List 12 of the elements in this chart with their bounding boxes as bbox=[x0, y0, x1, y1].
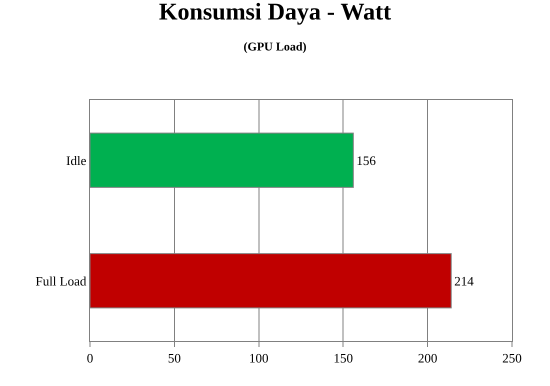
x-tick-label: 50 bbox=[168, 350, 181, 366]
x-tick-label: 250 bbox=[502, 350, 522, 366]
chart-subtitle: (GPU Load) bbox=[244, 40, 307, 54]
x-tick-label: 150 bbox=[333, 350, 353, 366]
y-tick-label: Idle bbox=[66, 152, 87, 168]
data-label: 214 bbox=[454, 273, 474, 288]
x-tick-label: 0 bbox=[86, 350, 94, 366]
x-tick-label: 100 bbox=[249, 350, 269, 366]
chart-title: Konsumsi Daya - Watt bbox=[158, 0, 392, 26]
data-label: 156 bbox=[356, 152, 376, 168]
y-tick-label: Full Load bbox=[35, 273, 87, 288]
x-tick-label: 200 bbox=[418, 350, 438, 366]
